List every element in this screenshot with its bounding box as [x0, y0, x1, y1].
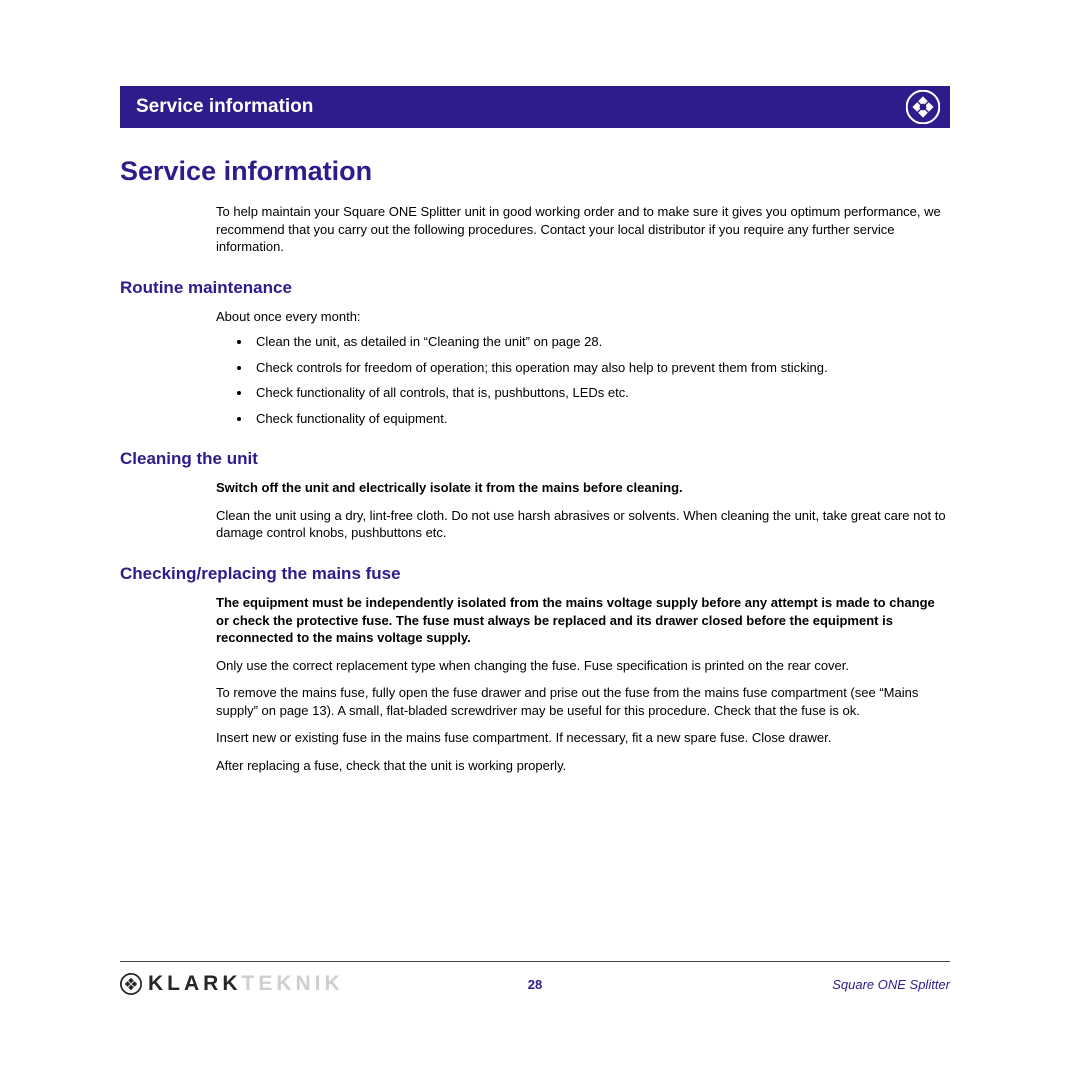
cleaning-warning: Switch off the unit and electrically iso… — [216, 479, 950, 497]
footer-brand: KLARK TEKNIK — [120, 972, 344, 996]
fuse-warning: The equipment must be independently isol… — [216, 594, 950, 647]
header-bar: Service information — [120, 86, 950, 128]
header-title: Service information — [136, 96, 313, 118]
page-title: Service information — [120, 156, 950, 187]
brand-logo-icon — [120, 973, 142, 995]
footer: KLARK TEKNIK 28 Square ONE Splitter — [120, 961, 950, 996]
brand-light-text: TEKNIK — [242, 972, 344, 996]
list-item: Clean the unit, as detailed in “Cleaning… — [252, 333, 950, 351]
document-page: Service information Service information … — [120, 86, 950, 996]
brand-dark-text: KLARK — [148, 972, 242, 996]
fuse-p2: To remove the mains fuse, fully open the… — [216, 684, 950, 719]
page-number: 28 — [528, 977, 542, 992]
brand-logo-icon — [906, 90, 940, 124]
list-item: Check controls for freedom of operation;… — [252, 359, 950, 377]
routine-lead: About once every month: — [216, 308, 950, 326]
cleaning-body: Clean the unit using a dry, lint-free cl… — [216, 507, 950, 542]
fuse-p3: Insert new or existing fuse in the mains… — [216, 729, 950, 747]
intro-paragraph: To help maintain your Square ONE Splitte… — [216, 203, 950, 256]
fuse-heading: Checking/replacing the mains fuse — [120, 564, 950, 584]
list-item: Check functionality of equipment. — [252, 410, 950, 428]
product-name: Square ONE Splitter — [832, 977, 950, 992]
brand-wordmark: KLARK TEKNIK — [148, 972, 344, 996]
list-item: Check functionality of all controls, tha… — [252, 384, 950, 402]
cleaning-heading: Cleaning the unit — [120, 449, 950, 469]
fuse-p1: Only use the correct replacement type wh… — [216, 657, 950, 675]
routine-heading: Routine maintenance — [120, 278, 950, 298]
fuse-p4: After replacing a fuse, check that the u… — [216, 757, 950, 775]
routine-bullets: Clean the unit, as detailed in “Cleaning… — [252, 333, 950, 427]
